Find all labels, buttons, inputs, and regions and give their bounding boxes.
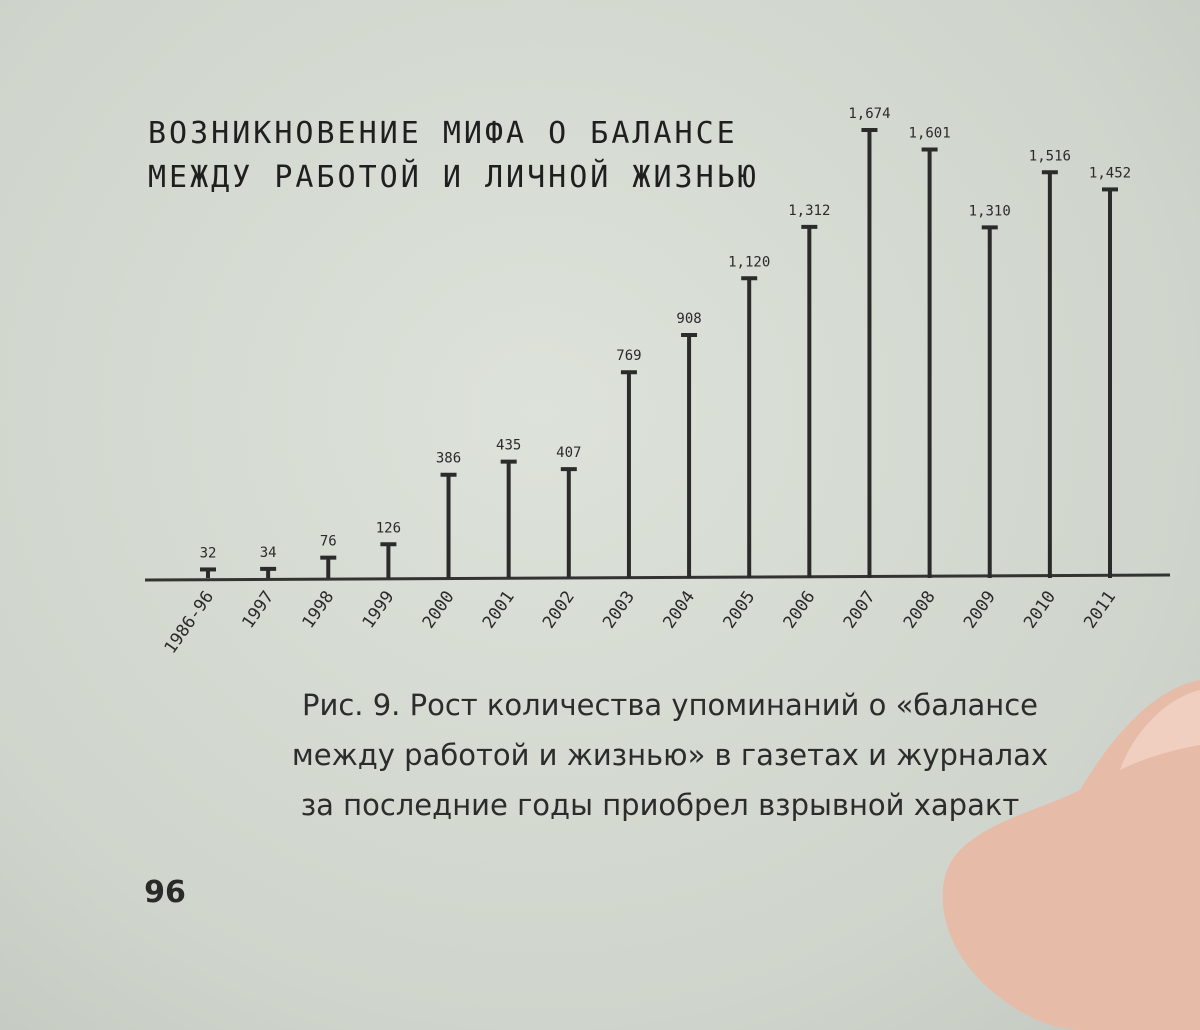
x-tick-label: 2005 bbox=[719, 587, 759, 632]
caption-line: между работой и жизнью» в газетах и журн… bbox=[292, 738, 1048, 772]
x-tick-label: 1999 bbox=[359, 587, 399, 632]
value-label: 1,452 bbox=[1089, 165, 1131, 181]
x-tick-label: 2010 bbox=[1020, 587, 1060, 632]
x-tick-label: 2002 bbox=[539, 587, 579, 632]
value-label: 1,312 bbox=[788, 203, 830, 219]
finger bbox=[942, 680, 1200, 1030]
page-number: 96 bbox=[144, 875, 186, 910]
x-tick-label: 2000 bbox=[419, 587, 459, 632]
value-label: 1,120 bbox=[728, 254, 770, 270]
value-label: 769 bbox=[616, 348, 641, 364]
value-label: 1,310 bbox=[969, 203, 1011, 219]
value-label: 407 bbox=[556, 445, 581, 461]
value-label: 126 bbox=[376, 520, 401, 536]
x-tick-label: 2003 bbox=[599, 587, 639, 632]
value-label: 1,516 bbox=[1029, 148, 1071, 164]
fingernail bbox=[1120, 690, 1200, 770]
value-label: 32 bbox=[200, 545, 217, 561]
x-tick-label: 1998 bbox=[298, 587, 338, 632]
x-tick-label: 1997 bbox=[238, 587, 278, 632]
value-label: 435 bbox=[496, 438, 521, 454]
chart-title: ВОЗНИКНОВЕНИЕ МИФА О БАЛАНСЕ МЕЖДУ РАБОТ… bbox=[148, 116, 759, 195]
x-tick-label: 2009 bbox=[960, 587, 1000, 632]
value-label: 1,601 bbox=[909, 126, 951, 142]
caption-line: Рис. 9. Рост количества упоминаний о «ба… bbox=[302, 688, 1038, 722]
value-label: 1,674 bbox=[848, 106, 890, 122]
x-tick-label: 2004 bbox=[659, 587, 699, 632]
x-tick-label: 2007 bbox=[840, 587, 880, 632]
x-tick-label: 2008 bbox=[900, 587, 940, 632]
x-tick-label: 2011 bbox=[1080, 587, 1120, 632]
x-tick-label: 2006 bbox=[780, 587, 820, 632]
value-label: 386 bbox=[436, 451, 461, 467]
x-tick-label: 2001 bbox=[479, 587, 519, 632]
value-label: 76 bbox=[320, 534, 337, 550]
x-tick-label: 1986-96 bbox=[161, 587, 218, 657]
value-label: 908 bbox=[676, 311, 701, 327]
baseline bbox=[144, 573, 1171, 582]
caption-line: за последние годы приобрел взрывной хара… bbox=[301, 788, 1020, 822]
value-label: 34 bbox=[260, 545, 277, 561]
